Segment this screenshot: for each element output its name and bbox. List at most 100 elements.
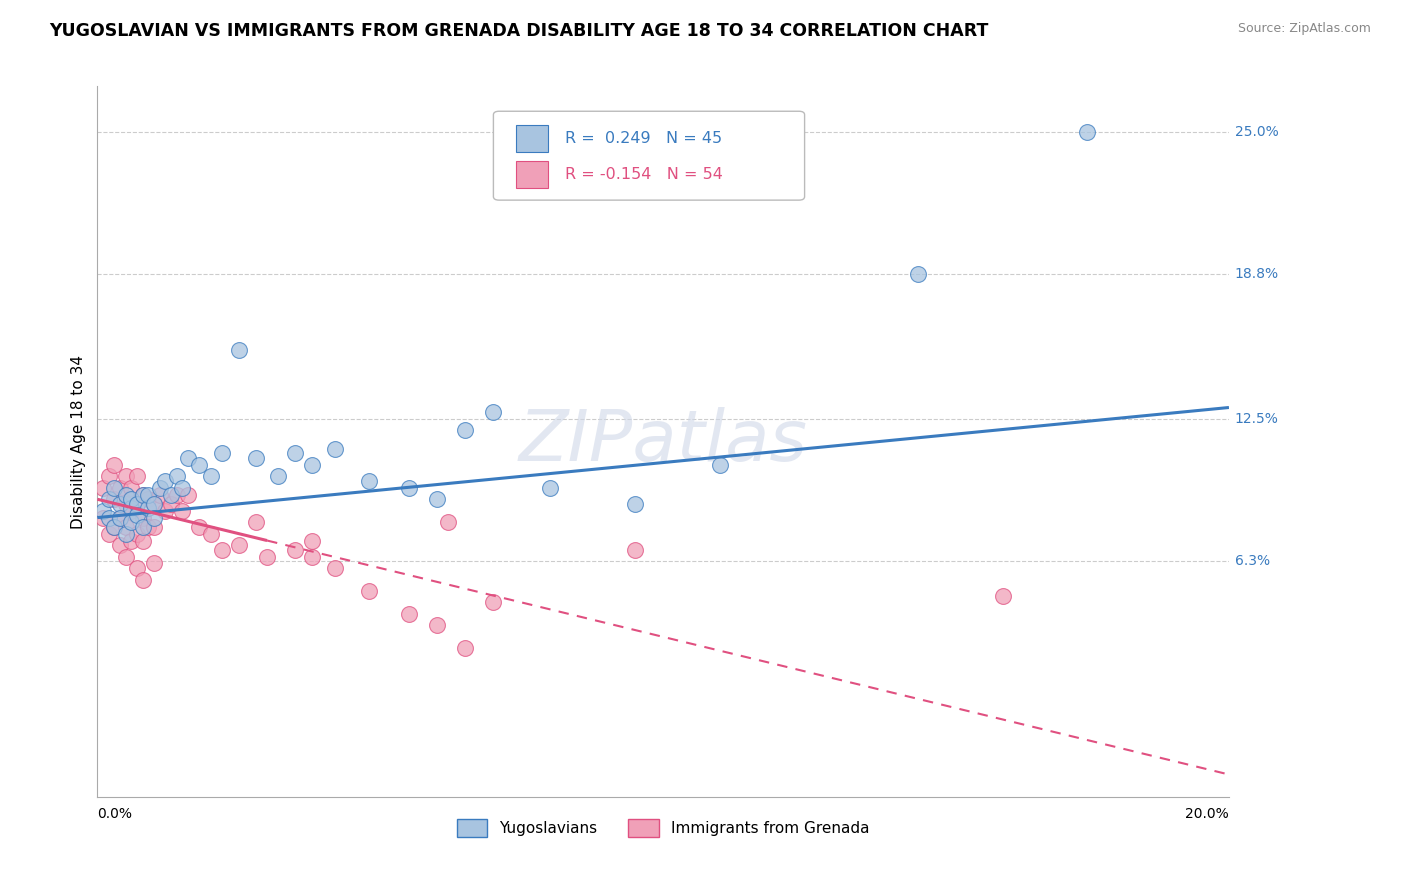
Point (120, 481, 142, 495)
Point (160, 497, 183, 511)
Point (97, 526, 120, 541)
Point (245, 450, 267, 465)
Point (538, 481, 561, 495)
FancyBboxPatch shape (516, 161, 548, 188)
Point (149, 488, 172, 502)
Point (142, 520, 165, 534)
Point (228, 343, 250, 358)
Text: 20.0%: 20.0% (1185, 806, 1229, 821)
Point (91, 481, 114, 495)
Point (991, 589, 1014, 603)
Point (200, 526, 222, 541)
Point (245, 515, 267, 529)
Point (108, 510, 131, 524)
Point (114, 488, 136, 502)
Point (200, 469, 222, 483)
Point (284, 542, 307, 557)
Point (166, 488, 188, 502)
Point (125, 497, 148, 511)
Point (103, 520, 125, 534)
Point (357, 584, 380, 599)
Point (624, 542, 647, 557)
Point (125, 561, 148, 575)
Point (301, 533, 323, 548)
Point (97, 510, 120, 524)
Point (125, 508, 148, 523)
Point (131, 488, 153, 502)
Point (177, 488, 200, 502)
Point (1076, 125, 1098, 139)
Text: 25.0%: 25.0% (1234, 125, 1278, 139)
Point (188, 520, 211, 534)
Point (136, 520, 159, 534)
Text: YUGOSLAVIAN VS IMMIGRANTS FROM GRENADA DISABILITY AGE 18 TO 34 CORRELATION CHART: YUGOSLAVIAN VS IMMIGRANTS FROM GRENADA D… (49, 22, 988, 40)
Point (482, 595, 505, 609)
Point (211, 542, 233, 557)
Point (149, 481, 172, 495)
Text: R = -0.154   N = 54: R = -0.154 N = 54 (565, 167, 723, 182)
Point (120, 504, 142, 518)
Point (426, 492, 449, 507)
Point (108, 497, 131, 511)
Point (131, 573, 153, 587)
Point (426, 618, 449, 632)
Point (166, 469, 188, 483)
Point (454, 641, 477, 656)
Point (131, 520, 153, 534)
Point (136, 488, 159, 502)
Point (136, 501, 159, 516)
Point (482, 405, 505, 419)
Text: Source: ZipAtlas.com: Source: ZipAtlas.com (1237, 22, 1371, 36)
Text: 18.8%: 18.8% (1234, 268, 1278, 282)
Point (907, 268, 929, 282)
Point (323, 442, 346, 456)
Point (256, 549, 278, 564)
Point (120, 492, 142, 507)
Point (103, 481, 125, 495)
Point (125, 469, 148, 483)
Point (125, 526, 148, 541)
Text: R =  0.249   N = 45: R = 0.249 N = 45 (565, 131, 721, 146)
Point (97, 469, 120, 483)
Point (142, 497, 165, 511)
Point (114, 469, 136, 483)
Point (114, 549, 136, 564)
Point (142, 510, 165, 524)
Point (131, 510, 153, 524)
Point (108, 538, 131, 552)
Point (91, 504, 114, 518)
Point (228, 538, 250, 552)
Legend: Yugoslavians, Immigrants from Grenada: Yugoslavians, Immigrants from Grenada (451, 814, 876, 843)
Point (301, 458, 323, 472)
Point (136, 492, 159, 507)
Point (437, 515, 460, 529)
Point (114, 526, 136, 541)
Point (114, 497, 136, 511)
Text: 0.0%: 0.0% (97, 806, 132, 821)
FancyBboxPatch shape (494, 112, 804, 200)
Point (454, 424, 477, 438)
Text: ZIPatlas: ZIPatlas (519, 408, 807, 476)
Point (172, 481, 194, 495)
FancyBboxPatch shape (516, 126, 548, 153)
Point (120, 501, 142, 516)
Point (108, 481, 131, 495)
Point (103, 520, 125, 534)
Point (211, 446, 233, 460)
Point (160, 488, 183, 502)
Point (172, 504, 194, 518)
Point (103, 492, 125, 507)
Point (142, 497, 165, 511)
Point (120, 515, 142, 529)
Point (301, 549, 323, 564)
Point (267, 469, 290, 483)
Point (323, 561, 346, 575)
Point (142, 557, 165, 571)
Point (188, 458, 211, 472)
Point (120, 533, 142, 548)
Point (624, 497, 647, 511)
Point (284, 446, 307, 460)
Point (155, 474, 177, 488)
Y-axis label: Disability Age 18 to 34: Disability Age 18 to 34 (72, 355, 86, 529)
Point (103, 458, 125, 472)
